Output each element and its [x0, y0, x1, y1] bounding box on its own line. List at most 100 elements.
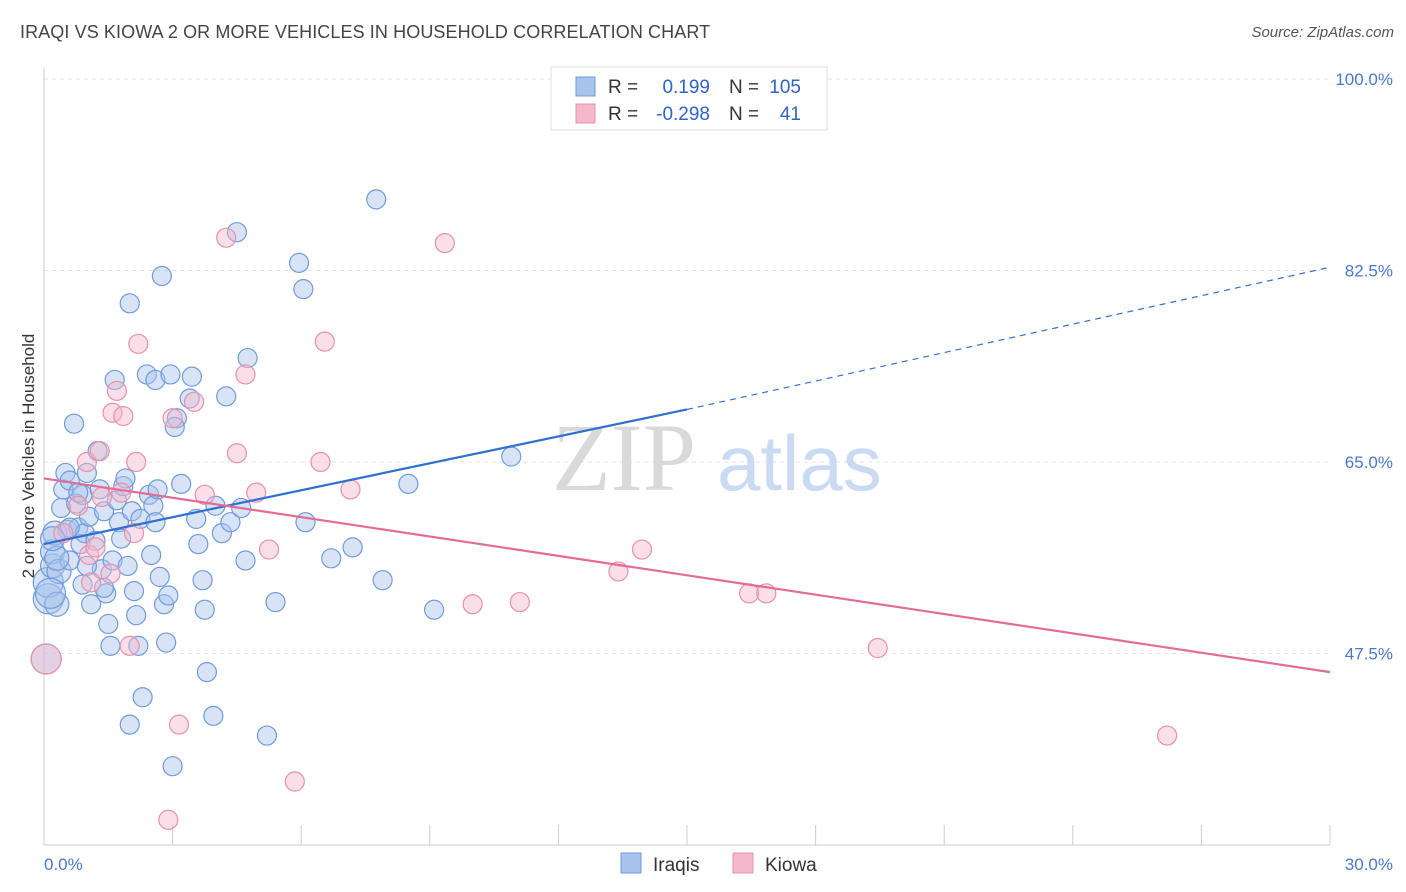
bottom-legend-swatch-kiowa	[732, 852, 754, 874]
iraqis-point-41	[119, 714, 140, 735]
iraqis-point-56	[151, 265, 172, 287]
legend-r-value-1: 0.199	[662, 77, 710, 98]
iraqis-point-69	[192, 570, 213, 591]
iraqis-point-22	[78, 506, 100, 527]
kiowa-point-23	[216, 227, 237, 248]
iraqis-point-71	[196, 662, 217, 683]
kiowa-point-7	[89, 440, 110, 462]
iraqis-point-43	[123, 581, 145, 602]
kiowa-point-9	[100, 563, 121, 584]
kiowa-point-8	[91, 486, 112, 508]
kiowa-point-29	[310, 451, 331, 473]
iraqis-point-88	[366, 189, 387, 210]
kiowa-point-34	[509, 591, 530, 613]
iraqis-point-14	[63, 413, 85, 434]
legend-n-value-1: 105	[769, 77, 801, 98]
kiowa-point-22	[194, 484, 215, 505]
legend-r-value-2: -0.298	[656, 104, 710, 125]
y-tick-label-3: 100.0%	[1335, 70, 1393, 89]
y-tick-label-0: 47.5%	[1345, 645, 1393, 664]
legend-swatch-kiowa	[575, 103, 596, 124]
kiowa-point-17	[128, 333, 149, 354]
kiowa-point-26	[246, 482, 267, 503]
iraqis-point-85	[295, 512, 316, 533]
kiowa-point-3	[76, 451, 97, 473]
iraqis-point-36	[111, 528, 132, 549]
kiowa-point-14	[119, 635, 140, 656]
x-ticks	[172, 825, 1331, 845]
iraqis-point-82	[265, 591, 286, 613]
iraqis-point-6	[44, 591, 70, 617]
kiowa-point-33	[462, 594, 483, 615]
series-iraqis-points	[30, 189, 522, 777]
kiowa-point-12	[111, 482, 132, 503]
bottom-legend-label-kiowa: Kiowa	[765, 855, 817, 876]
watermark-atlas: atlas	[717, 419, 882, 507]
kiowa-point-13	[113, 405, 134, 427]
legend-n-value-2: 41	[780, 104, 801, 125]
iraqis-point-17	[70, 533, 91, 555]
iraqis-point-84	[293, 279, 314, 300]
kiowa-trend-line	[43, 477, 1331, 674]
bottom-legend-label-iraqis: Iraqis	[653, 855, 699, 876]
iraqis-point-75	[216, 386, 237, 407]
iraqis-point-68	[188, 533, 209, 555]
kiowa-point-27	[258, 539, 280, 560]
iraqis-point-74	[211, 523, 232, 544]
iraqis-point-50	[141, 544, 162, 566]
kiowa-point-1	[53, 523, 74, 544]
iraqis-point-45	[128, 635, 149, 656]
y-tick-label-1: 65.0%	[1345, 453, 1393, 472]
kiowa-point-15	[123, 523, 145, 544]
kiowa-point-30	[314, 331, 335, 352]
series-kiowa-points	[30, 227, 1178, 830]
iraqis-point-4	[39, 539, 66, 565]
kiowa-point-28	[284, 771, 305, 792]
iraqis-point-89	[372, 570, 393, 591]
iraqis-point-7	[46, 558, 72, 585]
bottom-legend: Iraqis Kiowa	[620, 852, 817, 876]
iraqis-point-70	[194, 599, 215, 620]
kiowa-point-32	[434, 233, 455, 254]
kiowa-point-2	[68, 495, 89, 516]
kiowa-point-18	[158, 809, 179, 830]
kiowa-point-36	[631, 539, 653, 560]
y-axis-title: 2 or more Vehicles in Household	[19, 334, 38, 579]
iraqis-point-76	[220, 512, 241, 533]
kiowa-point-6	[85, 537, 106, 558]
iraqis-point-93	[34, 577, 67, 609]
legend-r-label-1: R =	[608, 77, 638, 98]
kiowa-point-0	[30, 643, 62, 675]
iraqis-point-23	[81, 594, 102, 615]
iraqis-point-66	[181, 366, 202, 387]
iraqis-point-86	[321, 548, 342, 569]
legend-n-label-2: N =	[729, 104, 759, 125]
iraqis-point-95	[59, 517, 80, 538]
watermark: ZIP atlas	[552, 404, 882, 511]
kiowa-point-5	[81, 572, 102, 593]
iraqis-point-91	[423, 599, 445, 620]
x-tick-label-min: 0.0%	[44, 855, 83, 874]
kiowa-point-31	[340, 479, 361, 500]
iraqis-point-47	[132, 687, 153, 708]
iraqis-point-32	[102, 550, 123, 571]
kiowa-point-21	[183, 391, 205, 412]
iraqis-point-21	[76, 462, 97, 484]
iraqis-point-44	[126, 605, 147, 626]
iraqis-trend-line-projection	[686, 266, 1331, 411]
iraqis-point-53	[145, 369, 166, 391]
legend-swatch-iraqis	[575, 76, 596, 97]
kiowa-point-39	[867, 637, 888, 659]
iraqis-point-58	[156, 632, 177, 653]
iraqis-point-90	[398, 473, 419, 494]
kiowa-point-20	[168, 714, 190, 735]
trend-lines	[43, 266, 1331, 674]
iraqis-point-72	[203, 705, 224, 726]
kiowa-point-24	[226, 443, 247, 464]
iraqis-point-77	[226, 222, 247, 243]
iraqis-point-26	[89, 479, 110, 500]
x-tick-label-max: 30.0%	[1345, 855, 1393, 874]
x-tick-labels: 0.0% 30.0%	[44, 855, 1393, 874]
y-tick-labels: 47.5% 65.0% 82.5% 100.0%	[1335, 70, 1393, 664]
